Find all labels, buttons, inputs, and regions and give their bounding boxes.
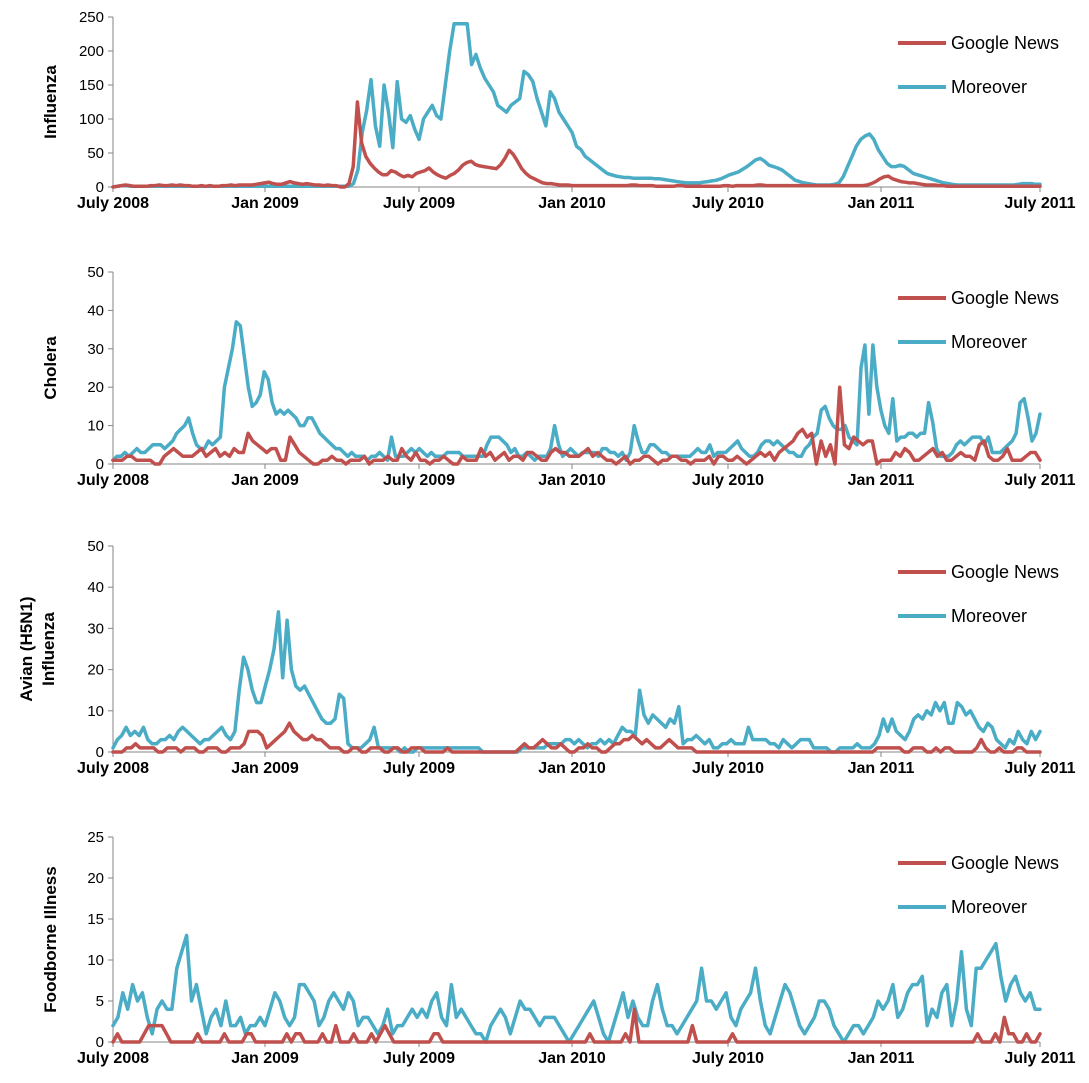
legend-label: Moreover [951,897,1027,917]
series-line-google-news [111,1007,1042,1044]
y-axis-label: Foodborne Illness [41,866,60,1012]
legend-label: Moreover [951,77,1027,97]
y-axis-label: Influenza [41,65,60,139]
chart-panel-2: 0 10 20 30 40 50 July 2008 Jan 2009 July 2009 Jan… [41,264,1076,489]
y-axis-label-line: Avian (H5N1) [17,596,36,701]
x-tick-label: July 2008 [77,1050,149,1067]
legend-label: Moreover [951,606,1027,626]
x-tick-label: July 2009 [383,472,455,489]
legend-label: Google News [951,562,1059,582]
chart-panel-4: 0 5 10 15 20 25 July 2008 Jan 2009 July 2009 Jan … [41,829,1076,1067]
y-tick-label: 250 [79,9,104,26]
y-axis-label: Cholera [41,336,60,400]
y-tick-label: 20 [87,662,104,679]
x-tick-label: Jan 2010 [538,472,606,489]
series-line-moreover [111,610,1042,754]
x-tick-label: July 2011 [1004,472,1075,489]
y-tick-label: 100 [79,111,104,128]
series-line-google-news [111,100,1042,189]
x-tick-label: Jan 2011 [848,195,915,212]
x-tick-label: July 2011 [1004,195,1075,212]
series-line-moreover [111,933,1042,1044]
x-tick-label: Jan 2011 [848,472,915,489]
x-tick-label: Jan 2010 [538,195,606,212]
series-line-google-news [111,385,1042,466]
legend-label: Google News [951,288,1059,308]
y-tick-label: 20 [87,379,104,396]
x-tick-label: Jan 2009 [231,472,299,489]
x-tick-label: July 2010 [692,195,764,212]
x-tick-label: July 2009 [383,1050,455,1067]
series-line-google-news [111,721,1042,754]
legend-label: Google News [951,33,1059,53]
y-tick-label: 30 [87,341,104,358]
x-tick-label: Jan 2011 [848,1050,915,1067]
y-tick-label: 0 [96,179,104,196]
x-tick-label: July 2008 [77,760,149,777]
x-tick-label: July 2011 [1004,760,1075,777]
y-tick-label: 10 [87,418,104,435]
x-tick-label: Jan 2009 [231,760,299,777]
x-tick-label: Jan 2010 [538,1050,606,1067]
x-tick-label: Jan 2011 [848,760,915,777]
y-tick-label: 40 [87,302,104,319]
y-tick-label: 200 [79,43,104,60]
x-tick-label: July 2009 [383,195,455,212]
chart-panel-3: 0 10 20 30 40 50 July 2008 Jan 2009 July 2009 Jan… [17,538,1076,777]
y-tick-label: 40 [87,579,104,596]
legend-label: Moreover [951,332,1027,352]
series-line-moreover [111,22,1042,189]
x-tick-label: July 2010 [692,1050,764,1067]
y-tick-label: 25 [87,829,104,846]
y-tick-label: 150 [79,77,104,94]
x-tick-label: July 2011 [1004,1050,1075,1067]
x-tick-label: Jan 2010 [538,760,606,777]
chart-panel-1: 0 50 100 150 200 250 July 2008 Jan 2009 July 200… [41,9,1076,212]
y-tick-label: 10 [87,952,104,969]
y-tick-label: 50 [87,264,104,281]
legend-label: Google News [951,853,1059,873]
y-axis-label: Avian (H5N1) Influenza [17,596,58,701]
y-tick-label: 0 [96,456,104,473]
y-tick-label: 10 [87,703,104,720]
x-tick-label: Jan 2009 [231,1050,299,1067]
x-tick-label: July 2010 [692,760,764,777]
y-tick-label: 0 [96,1034,104,1051]
y-tick-label: 20 [87,870,104,887]
y-tick-label: 5 [96,993,104,1010]
y-tick-label: 50 [87,538,104,555]
series-line-moreover [111,320,1042,462]
y-tick-label: 50 [87,145,104,162]
y-tick-label: 0 [96,744,104,761]
x-tick-label: July 2008 [77,472,149,489]
y-tick-label: 15 [87,911,104,928]
x-tick-label: July 2009 [383,760,455,777]
y-tick-label: 30 [87,620,104,637]
x-tick-label: July 2008 [77,195,149,212]
x-tick-label: Jan 2009 [231,195,299,212]
x-tick-label: July 2010 [692,472,764,489]
y-axis-label-line: Influenza [39,612,58,686]
